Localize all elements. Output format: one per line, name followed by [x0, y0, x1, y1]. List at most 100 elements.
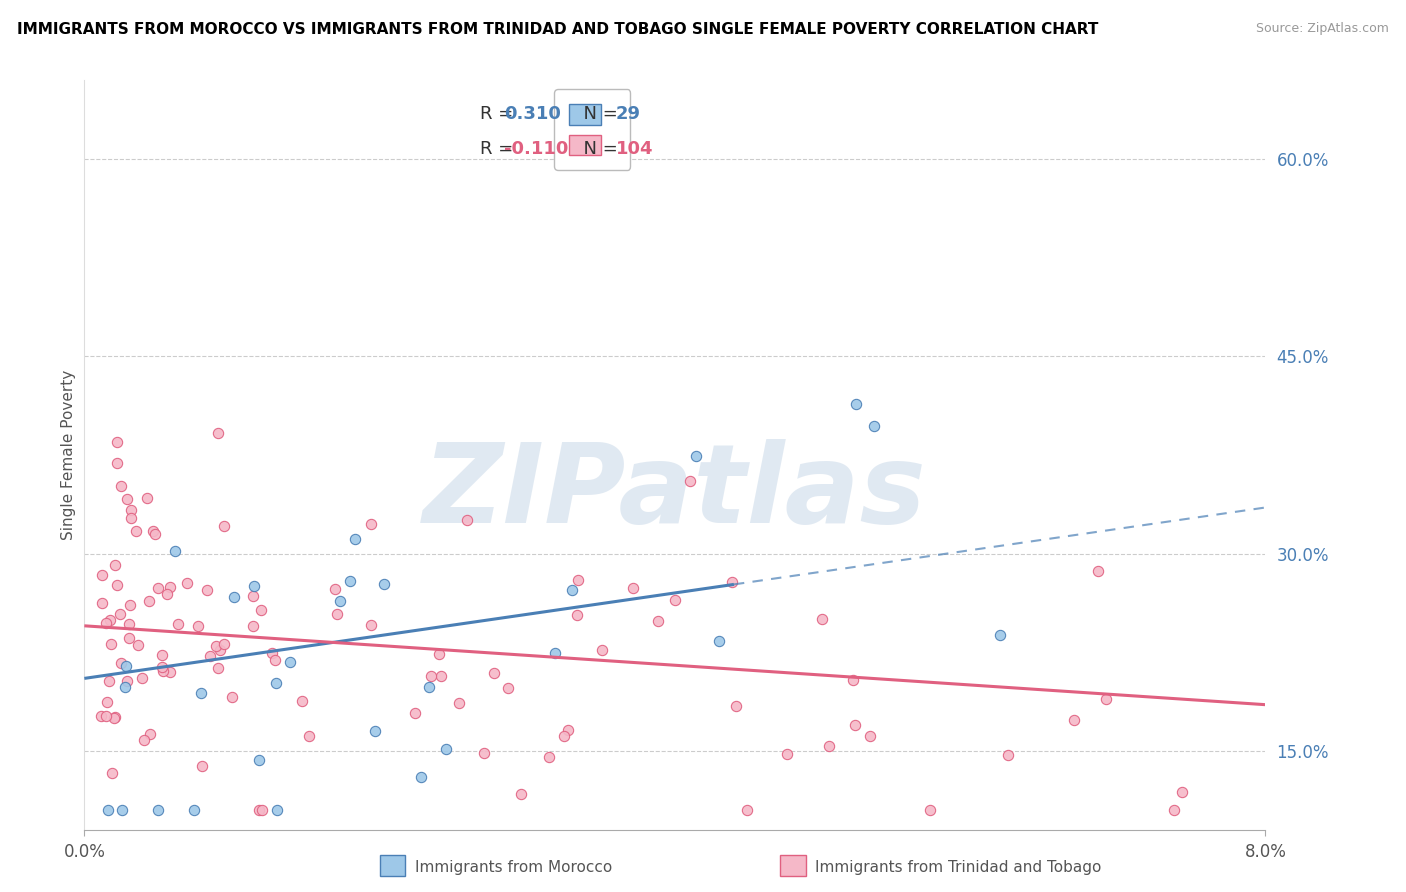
Point — [222, 590, 245, 604]
Point — [472, 747, 495, 761]
Point — [250, 803, 273, 817]
Point — [120, 598, 142, 612]
Point — [142, 524, 165, 538]
Point — [621, 581, 644, 595]
Point — [557, 723, 579, 738]
Text: Source: ZipAtlas.com: Source: ZipAtlas.com — [1256, 22, 1389, 36]
Point — [97, 803, 120, 817]
Point — [104, 558, 127, 572]
Text: ZIPatlas: ZIPatlas — [423, 439, 927, 546]
Point — [105, 578, 128, 592]
Point — [212, 637, 235, 651]
Point — [90, 595, 112, 609]
Point — [323, 582, 346, 596]
Point — [150, 659, 173, 673]
Point — [456, 513, 478, 527]
Point — [427, 647, 450, 661]
Point — [842, 673, 865, 687]
Point — [664, 593, 686, 607]
Point — [776, 747, 799, 761]
Point — [373, 576, 395, 591]
Point — [115, 659, 138, 673]
Point — [509, 787, 531, 801]
Point — [242, 619, 264, 633]
Point — [250, 602, 273, 616]
Point — [482, 665, 505, 680]
Point — [115, 674, 138, 689]
Point — [724, 698, 747, 713]
Point — [204, 639, 226, 653]
Point — [198, 648, 221, 663]
Point — [565, 607, 588, 622]
Point — [155, 586, 177, 600]
Text: Immigrants from Morocco: Immigrants from Morocco — [415, 860, 612, 874]
Point — [191, 759, 214, 773]
Point — [260, 647, 283, 661]
Point — [449, 697, 471, 711]
Point — [125, 524, 148, 538]
Point — [91, 568, 114, 582]
Text: IMMIGRANTS FROM MOROCCO VS IMMIGRANTS FROM TRINIDAD AND TOBAGO SINGLE FEMALE POV: IMMIGRANTS FROM MOROCCO VS IMMIGRANTS FR… — [17, 22, 1098, 37]
Point — [94, 708, 117, 723]
Point — [159, 665, 181, 680]
Text: 0.310: 0.310 — [503, 105, 561, 123]
Point — [420, 669, 443, 683]
Point — [111, 803, 134, 817]
Text: Immigrants from Trinidad and Tobago: Immigrants from Trinidad and Tobago — [815, 860, 1102, 874]
Point — [1095, 691, 1118, 706]
Point — [212, 519, 235, 533]
Point — [104, 709, 127, 723]
Point — [110, 656, 132, 670]
Text: R =: R = — [479, 140, 519, 158]
Point — [148, 803, 170, 817]
Point — [176, 576, 198, 591]
Point — [135, 491, 157, 505]
Point — [105, 435, 128, 450]
Point — [152, 648, 174, 663]
Point — [190, 685, 212, 699]
Point — [647, 614, 669, 628]
Point — [561, 582, 583, 597]
Point — [152, 665, 174, 679]
Point — [143, 526, 166, 541]
Point — [863, 419, 886, 434]
Text: N =: N = — [572, 140, 624, 158]
Point — [166, 617, 188, 632]
Point — [430, 669, 453, 683]
Point — [404, 706, 426, 721]
Point — [859, 729, 882, 743]
Point — [94, 616, 117, 631]
Text: 104: 104 — [616, 140, 654, 158]
Point — [344, 532, 367, 546]
Point — [920, 803, 942, 817]
Point — [496, 681, 519, 696]
Point — [100, 636, 122, 650]
Point — [100, 765, 122, 780]
Point — [679, 474, 702, 488]
Point — [364, 723, 387, 738]
Point — [146, 581, 169, 595]
Text: 29: 29 — [616, 105, 641, 123]
Point — [544, 647, 567, 661]
Point — [291, 693, 314, 707]
Point — [1163, 803, 1185, 817]
Point — [103, 711, 125, 725]
Point — [685, 449, 707, 463]
Point — [98, 613, 121, 627]
Point — [183, 803, 205, 817]
Point — [132, 732, 155, 747]
Text: -0.110: -0.110 — [503, 140, 568, 158]
Point — [264, 653, 287, 667]
Point — [221, 690, 243, 705]
Point — [329, 593, 352, 607]
Point — [818, 739, 841, 754]
Point — [209, 643, 232, 657]
Point — [709, 634, 731, 648]
Point — [139, 727, 162, 741]
Point — [115, 492, 138, 507]
Point — [127, 639, 149, 653]
Text: R =: R = — [479, 105, 519, 123]
Y-axis label: Single Female Poverty: Single Female Poverty — [60, 370, 76, 540]
Point — [298, 729, 321, 743]
Point — [264, 676, 287, 690]
